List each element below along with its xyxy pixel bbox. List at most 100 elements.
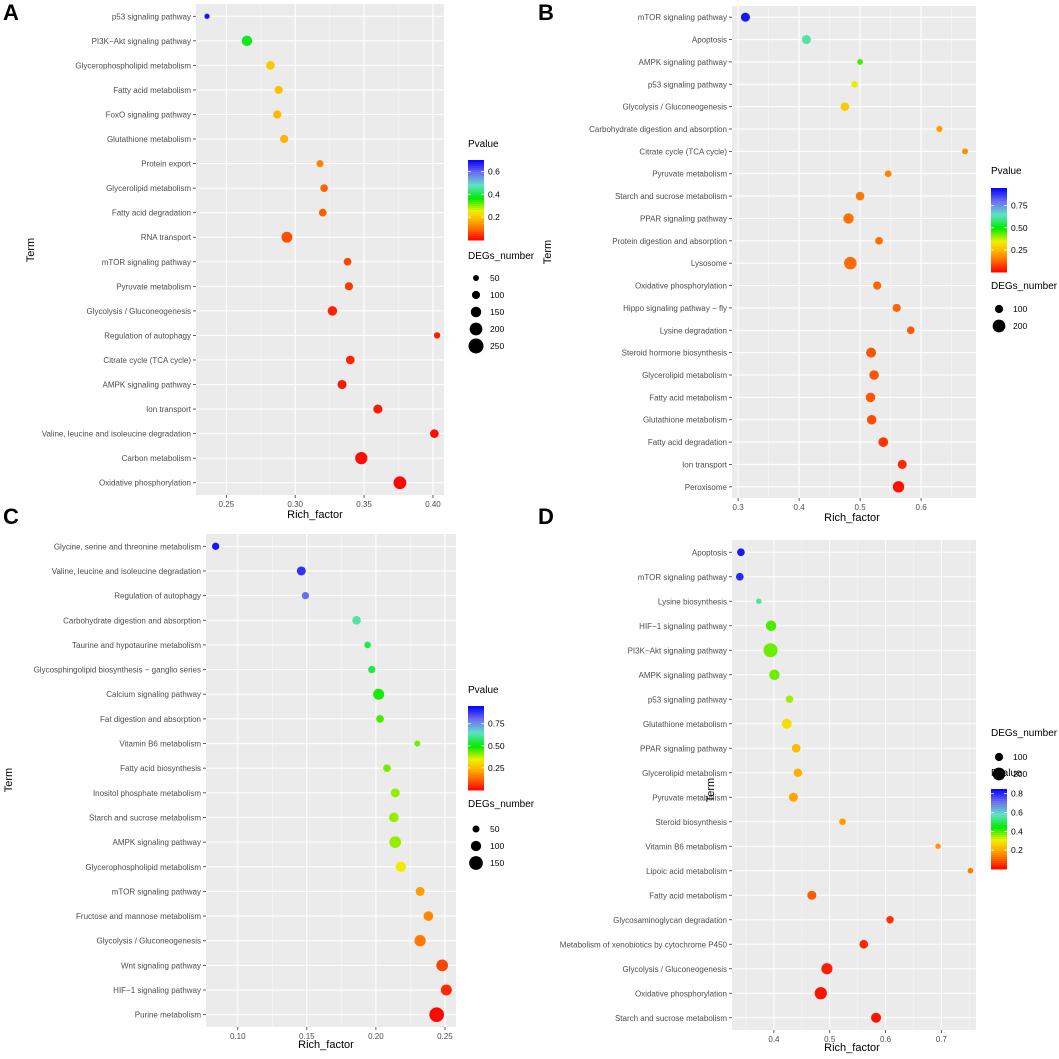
term-label: Glycosaminoglycan degradation (613, 916, 727, 925)
term-label: Fatty acid biosynthesis (120, 764, 201, 773)
term-label: FoxO signaling pathway (106, 110, 191, 119)
term-label: Fatty acid degradation (648, 438, 727, 447)
term-label: mTOR signaling pathway (638, 13, 727, 22)
data-point (873, 281, 882, 290)
data-point (212, 542, 220, 550)
color-legend-segment (468, 174, 484, 177)
term-label: Glycolysis / Gluconeogenesis (623, 103, 728, 112)
data-point (373, 688, 385, 700)
term-label: PPAR signaling pathway (640, 214, 727, 223)
size-legend-dot (468, 338, 484, 354)
term-label: Fructose and mannose metabolism (76, 912, 201, 921)
color-legend-segment (468, 202, 484, 205)
color-legend-label: 0.25 (1011, 245, 1028, 255)
data-point (389, 812, 399, 823)
color-legend-segment (991, 192, 1007, 195)
x-axis-title: Rich_factor (824, 512, 880, 524)
color-legend-segment (468, 162, 484, 165)
data-point (337, 379, 347, 390)
color-legend-segment (991, 859, 1007, 862)
term-label: Glycerophospholipid metabolism (75, 61, 191, 70)
term-label: p53 signaling pathway (648, 695, 727, 704)
data-point (433, 332, 441, 339)
term-label: Lysine biosynthesis (658, 597, 727, 606)
color-legend-segment (991, 232, 1007, 235)
panel-d: D 0.4 0.5 0.6 0.7 Apoptosis mTOR signaling pat… (538, 504, 1058, 1054)
color-legend-title: Pvalue (991, 768, 1022, 779)
term-label: Carbon metabolism (122, 454, 192, 463)
term-label: p53 signaling pathway (112, 12, 191, 21)
plot-background (196, 4, 444, 495)
term-label: Oxidative phosphorylation (635, 282, 727, 291)
term-label: Lysine degradation (660, 326, 727, 335)
color-legend-segment (991, 206, 1007, 210)
size-legend-label: 150 (490, 858, 504, 868)
color-legend-segment (468, 214, 484, 217)
data-point (935, 843, 941, 849)
y-axis-title: Term (25, 238, 37, 262)
color-legend-segment (991, 841, 1007, 844)
data-point (316, 160, 324, 168)
data-point (869, 370, 879, 380)
term-label: AMPK signaling pathway (639, 58, 728, 67)
color-legend-segment (468, 783, 484, 787)
data-point (355, 452, 368, 465)
size-legend-dot (470, 306, 482, 318)
color-legend-segment (991, 225, 1007, 229)
x-tick-label: 0.5 (824, 1035, 836, 1044)
color-legend-segment (468, 764, 484, 768)
color-legend-segment (991, 188, 1007, 191)
color-legend-segment (468, 708, 484, 711)
color-legend-segment (468, 787, 484, 791)
y-axis-title: Term (3, 768, 15, 792)
size-legend-dot (992, 319, 1006, 333)
color-legend-segment (468, 779, 484, 783)
size-legend-title: DEGs_number (468, 799, 535, 810)
data-point (884, 170, 892, 178)
term-label: Lipoic acid metabolism (646, 867, 727, 876)
color-legend-segment (991, 259, 1007, 262)
color-legend-segment (468, 218, 484, 221)
color-legend-segment (468, 230, 484, 233)
size-legend-label: 150 (490, 307, 504, 317)
term-label: PI3K−Akt signaling pathway (92, 37, 191, 46)
x-tick-label: 0.7 (936, 1035, 948, 1044)
data-point (345, 355, 355, 365)
plot-background (732, 540, 976, 1030)
color-legend-segment (468, 771, 484, 774)
term-label: AMPK signaling pathway (113, 838, 202, 847)
color-legend-segment (468, 232, 484, 235)
color-legend-segment (468, 733, 484, 736)
x-tick-label: 0.3 (733, 503, 745, 512)
size-legend-dot (473, 275, 479, 281)
data-point (886, 916, 894, 924)
data-point (364, 641, 371, 649)
size-legend-dot (992, 767, 1006, 781)
color-legend-segment (991, 242, 1007, 246)
color-legend-segment (991, 863, 1007, 866)
color-legend-segment (468, 769, 484, 772)
color-legend-segment (991, 200, 1007, 204)
data-point (865, 392, 876, 403)
term-label: Ion transport (682, 460, 728, 469)
color-legend-title: Pvalue (468, 685, 499, 696)
term-label: mTOR signaling pathway (638, 573, 727, 582)
color-legend-segment (991, 223, 1007, 227)
x-tick-label: 0.35 (356, 500, 372, 509)
term-label: Oxidative phosphorylation (99, 479, 191, 488)
x-axis-title: Rich_factor (824, 1042, 880, 1054)
data-point (429, 1007, 444, 1023)
data-point (373, 404, 383, 414)
color-legend-segment (991, 255, 1007, 258)
data-point (871, 1012, 882, 1023)
color-legend-segment (468, 760, 484, 764)
color-legend-segment (468, 706, 484, 709)
color-legend-label: 0.4 (1011, 826, 1023, 836)
size-legend-label: 50 (490, 273, 500, 283)
x-axis-title: Rich_factor (287, 509, 343, 521)
color-legend-segment (468, 756, 484, 759)
color-legend-segment (468, 160, 484, 163)
color-legend-label: 0.25 (488, 763, 505, 773)
x-tick-label: 0.6 (916, 503, 928, 512)
data-point (740, 12, 750, 22)
